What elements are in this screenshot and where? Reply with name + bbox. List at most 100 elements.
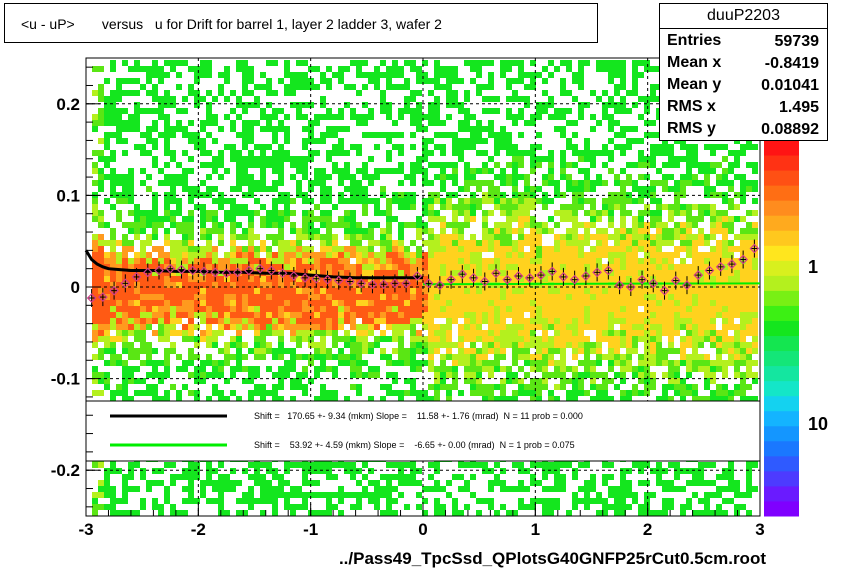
heatmap-cell	[464, 486, 470, 492]
heatmap-cell	[308, 186, 314, 192]
heatmap-cell	[710, 372, 716, 378]
heatmap-cell	[596, 216, 602, 222]
heatmap-cell	[254, 306, 260, 312]
heatmap-cell	[650, 234, 656, 240]
heatmap-cell	[590, 366, 596, 372]
heatmap-cell	[482, 390, 488, 396]
heatmap-cell	[554, 258, 560, 264]
heatmap-cell	[422, 138, 428, 144]
heatmap-cell	[458, 306, 464, 312]
heatmap-cell	[368, 306, 374, 312]
heatmap-cell	[350, 246, 356, 252]
heatmap-cell	[338, 198, 344, 204]
heatmap-cell	[476, 510, 482, 516]
heatmap-cell	[452, 498, 458, 504]
heatmap-cell	[578, 312, 584, 318]
heatmap-cell	[212, 282, 218, 288]
heatmap-cell	[344, 468, 350, 474]
heatmap-cell	[446, 330, 452, 336]
heatmap-cell	[236, 96, 242, 102]
heatmap-cell	[692, 510, 698, 516]
heatmap-cell	[302, 72, 308, 78]
heatmap-cell	[308, 492, 314, 498]
heatmap-cell	[422, 276, 428, 282]
heatmap-cell	[530, 186, 536, 192]
heatmap-cell	[380, 300, 386, 306]
heatmap-cell	[512, 336, 518, 342]
heatmap-cell	[200, 150, 206, 156]
heatmap-cell	[620, 342, 626, 348]
heatmap-cell	[92, 264, 98, 270]
heatmap-cell	[584, 336, 590, 342]
heatmap-cell	[698, 306, 704, 312]
heatmap-cell	[272, 252, 278, 258]
heatmap-cell	[632, 228, 638, 234]
heatmap-cell	[230, 150, 236, 156]
heatmap-cell	[98, 156, 104, 162]
heatmap-cell	[590, 180, 596, 186]
heatmap-cell	[428, 348, 434, 354]
heatmap-cell	[254, 156, 260, 162]
heatmap-cell	[356, 288, 362, 294]
heatmap-cell	[326, 396, 332, 402]
heatmap-cell	[146, 78, 152, 84]
heatmap-cell	[404, 300, 410, 306]
heatmap-cell	[452, 204, 458, 210]
heatmap-cell	[524, 120, 530, 126]
heatmap-cell	[206, 396, 212, 402]
heatmap-cell	[194, 78, 200, 84]
heatmap-cell	[290, 510, 296, 516]
heatmap-cell	[212, 210, 218, 216]
heatmap-cell	[416, 468, 422, 474]
heatmap-cell	[590, 294, 596, 300]
heatmap-cell	[428, 210, 434, 216]
heatmap-cell	[506, 204, 512, 210]
heatmap-cell	[386, 252, 392, 258]
heatmap-cell	[260, 216, 266, 222]
heatmap-cell	[410, 318, 416, 324]
heatmap-cell	[536, 306, 542, 312]
heatmap-cell	[584, 228, 590, 234]
heatmap-cell	[110, 498, 116, 504]
heatmap-cell	[710, 288, 716, 294]
heatmap-cell	[560, 240, 566, 246]
heatmap-cell	[524, 468, 530, 474]
heatmap-cell	[470, 390, 476, 396]
heatmap-cell	[680, 294, 686, 300]
heatmap-cell	[176, 288, 182, 294]
heatmap-cell	[338, 108, 344, 114]
heatmap-cell	[434, 366, 440, 372]
heatmap-cell	[200, 306, 206, 312]
heatmap-cell	[548, 216, 554, 222]
heatmap-cell	[446, 384, 452, 390]
heatmap-cell	[290, 228, 296, 234]
heatmap-cell	[248, 102, 254, 108]
heatmap-cell	[308, 78, 314, 84]
heatmap-cell	[578, 156, 584, 162]
heatmap-cell	[260, 510, 266, 516]
heatmap-cell	[236, 252, 242, 258]
heatmap-cell	[392, 378, 398, 384]
heatmap-cell	[656, 348, 662, 354]
heatmap-cell	[272, 348, 278, 354]
heatmap-cell	[278, 366, 284, 372]
heatmap-cell	[578, 180, 584, 186]
heatmap-cell	[638, 282, 644, 288]
heatmap-cell	[182, 60, 188, 66]
heatmap-cell	[164, 390, 170, 396]
heatmap-cell	[674, 372, 680, 378]
heatmap-cell	[644, 390, 650, 396]
heatmap-cell	[320, 240, 326, 246]
heatmap-cell	[554, 240, 560, 246]
heatmap-cell	[410, 66, 416, 72]
heatmap-cell	[128, 354, 134, 360]
heatmap-cell	[410, 108, 416, 114]
heatmap-cell	[482, 96, 488, 102]
heatmap-cell	[416, 168, 422, 174]
heatmap-cell	[650, 222, 656, 228]
heatmap-cell	[158, 300, 164, 306]
heatmap-cell	[368, 396, 374, 402]
heatmap-cell	[698, 396, 704, 402]
heatmap-cell	[542, 66, 548, 72]
heatmap-cell	[170, 240, 176, 246]
